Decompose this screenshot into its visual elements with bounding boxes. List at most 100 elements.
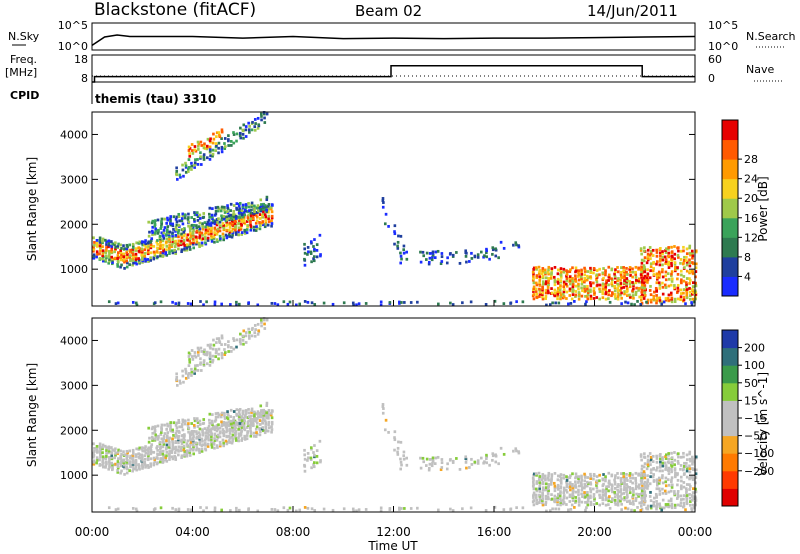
power-cell bbox=[409, 301, 413, 304]
velocity-cell bbox=[183, 449, 186, 453]
velocity-cell bbox=[694, 476, 698, 480]
velocity-cell bbox=[614, 474, 617, 478]
velocity-cell bbox=[657, 481, 661, 485]
power-cell bbox=[260, 118, 263, 122]
velocity-cell bbox=[464, 455, 468, 459]
power-cell bbox=[691, 256, 694, 260]
velocity-cell bbox=[565, 496, 569, 500]
velocity-cell bbox=[616, 495, 620, 499]
power-cell bbox=[491, 252, 494, 256]
velocity-cell bbox=[541, 488, 545, 492]
velocity-cell bbox=[239, 417, 243, 420]
power-cell bbox=[661, 281, 664, 285]
velocity-cell bbox=[655, 454, 658, 458]
velocity-cell bbox=[634, 499, 638, 502]
velocity-ytick-label: 1000 bbox=[60, 469, 88, 482]
velocity-cell bbox=[658, 479, 662, 483]
velocity-cell bbox=[117, 457, 120, 461]
velocity-cell bbox=[577, 488, 580, 492]
velocity-cell bbox=[667, 457, 671, 461]
velocity-cell bbox=[220, 508, 223, 512]
velocity-cell bbox=[534, 496, 538, 499]
velocity-cell bbox=[181, 418, 185, 422]
velocity-cell bbox=[197, 447, 201, 451]
power-cell bbox=[616, 297, 620, 301]
power-cell bbox=[202, 212, 206, 215]
power-cell bbox=[223, 142, 226, 145]
power-cell bbox=[123, 260, 126, 264]
power-cell bbox=[238, 134, 242, 138]
velocity-cell bbox=[685, 469, 689, 473]
velocity-cell bbox=[583, 491, 586, 494]
velocity-cell bbox=[624, 506, 627, 510]
velocity-cell bbox=[568, 493, 572, 497]
velocity-cell bbox=[227, 344, 230, 347]
velocity-cell bbox=[204, 443, 207, 447]
velocity-cell bbox=[682, 485, 686, 489]
power-cell bbox=[200, 144, 204, 147]
velocity-cell bbox=[206, 442, 210, 446]
power-cell bbox=[676, 272, 680, 276]
power-cell bbox=[235, 206, 238, 210]
velocity-cell bbox=[258, 433, 262, 437]
velocity-cell bbox=[656, 482, 659, 486]
power-cell bbox=[215, 232, 219, 236]
power-cell bbox=[232, 210, 236, 213]
power-cell bbox=[643, 278, 647, 282]
power-cell bbox=[664, 260, 668, 263]
velocity-cell bbox=[556, 492, 560, 496]
power-cell bbox=[147, 220, 150, 224]
power-cell bbox=[243, 231, 247, 235]
power-cell bbox=[640, 258, 644, 262]
power-cell bbox=[247, 121, 250, 125]
velocity-cell bbox=[623, 498, 626, 502]
velocity-cell bbox=[491, 454, 495, 458]
power-cell bbox=[589, 288, 592, 292]
power-cell bbox=[532, 297, 536, 301]
velocity-cell bbox=[161, 457, 165, 461]
power-cell bbox=[638, 295, 641, 299]
velocity-cell bbox=[244, 409, 248, 412]
power-cell bbox=[229, 216, 233, 220]
power-cell bbox=[116, 301, 120, 305]
velocity-cell bbox=[427, 468, 431, 472]
velocity-cell bbox=[179, 381, 182, 385]
power-cell bbox=[190, 223, 194, 227]
power-cell bbox=[694, 266, 698, 270]
velocity-cell bbox=[553, 486, 557, 490]
velocity-cell bbox=[249, 423, 253, 427]
power-cell bbox=[690, 301, 693, 304]
velocity-cell bbox=[664, 492, 668, 495]
power-cell bbox=[201, 233, 204, 237]
velocity-cell bbox=[213, 509, 217, 512]
velocity-cell bbox=[422, 460, 426, 464]
velocity-cell bbox=[583, 479, 587, 483]
velocity-cell bbox=[592, 473, 596, 476]
velocity-cell bbox=[175, 378, 178, 382]
velocity-cell bbox=[134, 453, 138, 457]
velocity-cell bbox=[158, 440, 162, 444]
velocity-cell bbox=[194, 441, 198, 445]
power-cell bbox=[208, 147, 212, 151]
velocity-cell bbox=[655, 478, 659, 482]
power-cell bbox=[689, 270, 692, 273]
power-cell bbox=[295, 303, 298, 307]
velocity-cell bbox=[196, 369, 200, 372]
velocity-cell bbox=[634, 479, 638, 482]
velocity-cell bbox=[253, 331, 257, 335]
velocity-cell bbox=[535, 489, 539, 493]
power-cell bbox=[159, 251, 163, 254]
power-cell bbox=[616, 287, 620, 291]
velocity-cell bbox=[126, 459, 129, 462]
power-cell bbox=[405, 250, 409, 254]
power-cell bbox=[554, 301, 557, 305]
power-cell bbox=[138, 258, 141, 262]
velocity-cell bbox=[547, 487, 550, 491]
velocity-cell bbox=[664, 453, 668, 457]
velocity-cell bbox=[571, 484, 574, 488]
velocity-cell bbox=[225, 430, 228, 434]
power-cell bbox=[628, 266, 632, 269]
power-cell bbox=[186, 217, 190, 221]
velocity-cell bbox=[191, 448, 195, 452]
power-cell bbox=[574, 293, 578, 297]
